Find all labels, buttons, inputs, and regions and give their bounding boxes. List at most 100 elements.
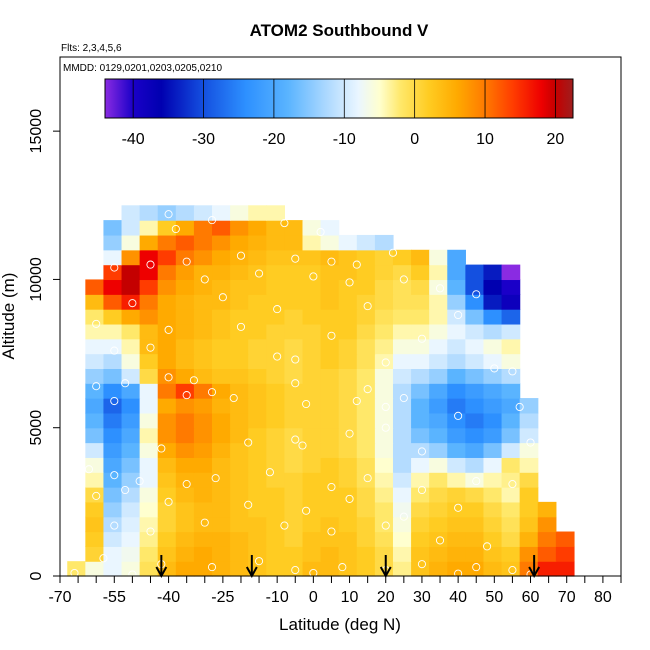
heatmap-cell: [284, 309, 304, 325]
heatmap-cell: [447, 338, 466, 355]
heatmap-cell: [230, 279, 249, 295]
heatmap-cell: [121, 205, 141, 221]
heatmap-cell: [212, 501, 231, 518]
heatmap-cell: [121, 323, 141, 340]
heatmap-cell: [157, 249, 177, 266]
sample-point: [302, 506, 311, 515]
heatmap-cell: [392, 561, 412, 577]
heatmap-cell: [320, 338, 340, 355]
heatmap-cell: [338, 442, 358, 458]
heatmap-cell: [501, 487, 521, 503]
heatmap-cell: [356, 427, 376, 444]
heatmap-cell: [411, 338, 430, 355]
heatmap-cell: [266, 546, 285, 562]
heatmap-cell: [392, 368, 412, 384]
heatmap-cell: [157, 412, 177, 429]
sample-point: [84, 465, 93, 474]
heatmap-cell: [392, 279, 412, 295]
x-tick-label: -70: [48, 589, 71, 606]
heatmap-cell: [374, 383, 394, 399]
colorbar-tick-label: 10: [476, 131, 494, 148]
sample-point: [70, 568, 79, 578]
sample-point: [363, 474, 372, 483]
heatmap-cell: [248, 516, 267, 533]
chart-title: ATOM2 Southbound V: [250, 21, 429, 40]
heatmap-cell: [501, 546, 521, 562]
heatmap-cell: [193, 546, 213, 562]
sample-point: [207, 563, 217, 572]
heatmap-cell: [139, 220, 159, 236]
heatmap-cell: [320, 279, 340, 295]
heatmap-cell: [139, 294, 159, 310]
heatmap-cell: [85, 279, 105, 295]
heatmap-cell: [392, 442, 412, 458]
heatmap-cell: [302, 249, 322, 266]
heatmap-cell: [121, 294, 141, 310]
y-axis-label: Altitude (m): [0, 273, 18, 360]
heatmap-cell: [374, 249, 394, 266]
heatmap-cell: [121, 427, 141, 444]
heatmap-cell: [284, 501, 304, 518]
heatmap-cell: [175, 383, 195, 399]
heatmap-cell: [248, 442, 267, 458]
heatmap-cell: [248, 309, 267, 325]
heatmap-cell: [284, 427, 304, 444]
sample-point: [363, 302, 372, 311]
sample-point: [146, 527, 155, 536]
heatmap-cell: [429, 516, 448, 533]
heatmap-cell: [338, 383, 358, 399]
heatmap-cell: [157, 234, 177, 251]
heatmap-cell: [429, 338, 448, 355]
sample-point: [255, 557, 264, 566]
sample-point: [454, 411, 463, 420]
heatmap-cell: [175, 561, 195, 577]
heatmap-cell: [139, 487, 159, 503]
heatmap-cell: [302, 427, 322, 444]
heatmap-cell: [85, 427, 105, 444]
sample-point: [381, 423, 390, 432]
heatmap-cell: [193, 353, 213, 369]
y-tick-label: 15000: [28, 109, 45, 154]
heatmap-cell: [465, 398, 485, 414]
heatmap-cell: [157, 279, 177, 295]
heatmap-cell: [374, 309, 394, 325]
heatmap-cell: [103, 264, 123, 281]
heatmap-cell: [320, 249, 340, 266]
heatmap-cell: [212, 279, 231, 295]
heatmap-cell: [248, 398, 267, 414]
heatmap-cell: [121, 561, 141, 577]
heatmap-cell: [302, 561, 322, 577]
heatmap-cell: [139, 516, 159, 533]
heatmap-cell: [447, 531, 466, 547]
sample-point: [435, 284, 445, 293]
heatmap-cell: [248, 383, 267, 399]
sample-point: [291, 566, 300, 575]
heatmap-cell: [519, 487, 539, 503]
heatmap-cell: [392, 531, 412, 547]
heatmap-cell: [193, 398, 213, 414]
heatmap-cell: [284, 398, 304, 414]
heatmap-cell: [175, 264, 195, 281]
heatmap-cell: [447, 249, 466, 266]
heatmap-cell: [157, 264, 177, 281]
sample-point: [327, 331, 336, 340]
heatmap-cell: [483, 546, 503, 562]
heatmap-cell: [103, 487, 123, 503]
heatmap-cell: [85, 294, 105, 310]
heatmap-cell: [193, 561, 213, 577]
heatmap-cell: [85, 368, 105, 384]
heatmap-cell: [320, 442, 340, 458]
heatmap-cell: [193, 249, 213, 266]
y-tick-label: 5000: [28, 410, 45, 446]
sample-point: [454, 310, 463, 320]
sample-point: [265, 468, 274, 477]
heatmap-cell: [338, 561, 358, 577]
heatmap-cell: [284, 279, 304, 295]
heatmap-cell: [248, 487, 267, 503]
sample-point: [515, 402, 524, 412]
heatmap-cell: [212, 368, 231, 384]
heatmap-cell: [230, 205, 249, 221]
heatmap-cell: [193, 457, 213, 473]
heatmap-cell: [212, 234, 231, 251]
heatmap-cell: [212, 516, 231, 533]
